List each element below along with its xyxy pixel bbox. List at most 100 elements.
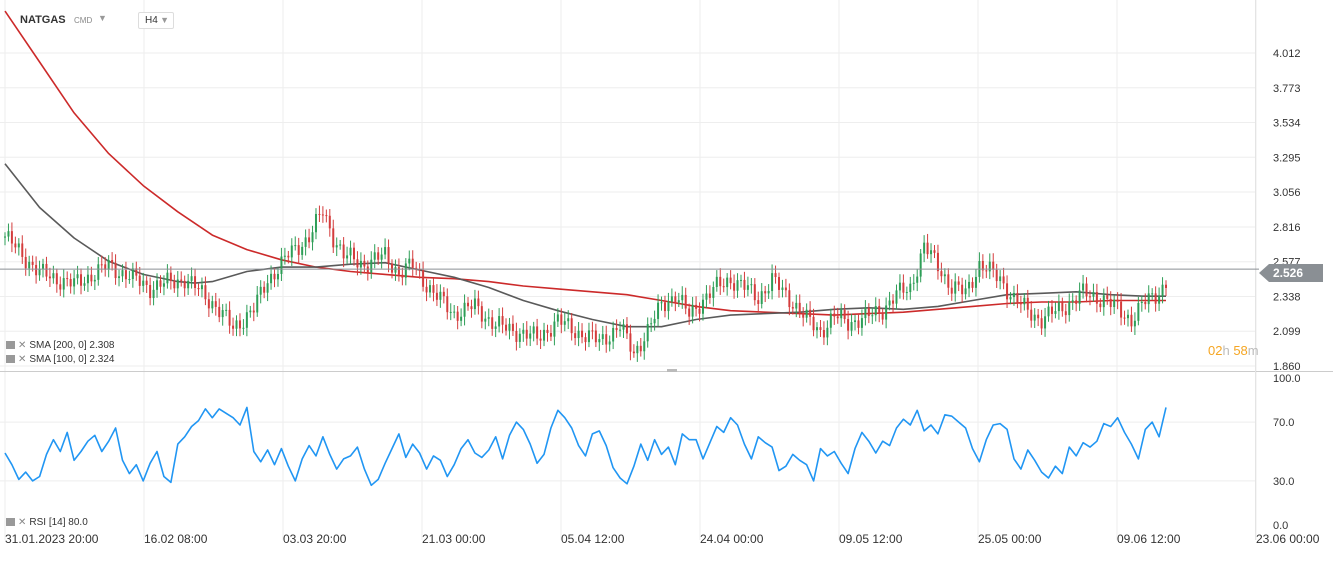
candle-body bbox=[549, 333, 552, 337]
candle-body bbox=[24, 256, 27, 269]
candle-body bbox=[1102, 295, 1105, 308]
candle-body bbox=[670, 296, 673, 302]
candle-body bbox=[221, 310, 224, 318]
candle-body bbox=[86, 274, 89, 284]
candle-body bbox=[1071, 300, 1074, 303]
candle-body bbox=[1130, 314, 1133, 327]
close-icon[interactable]: ✕ bbox=[18, 517, 27, 528]
candle-body bbox=[131, 268, 134, 280]
candle-body bbox=[1026, 297, 1029, 310]
candle-body bbox=[1040, 318, 1043, 329]
candle-body bbox=[819, 327, 822, 330]
candle-body bbox=[408, 258, 411, 264]
pane-resize-handle bbox=[667, 369, 677, 372]
settings-icon[interactable] bbox=[6, 341, 15, 350]
candle-body bbox=[166, 272, 169, 284]
candle-body bbox=[985, 270, 988, 272]
timeframe-select[interactable]: H4 ▼ bbox=[138, 12, 174, 29]
current-price-badge: 2.526 bbox=[1259, 264, 1323, 282]
legend-sma100[interactable]: ✕ SMA [100, 0] 2.324 bbox=[6, 354, 114, 365]
candle-body bbox=[1006, 283, 1009, 300]
rsi-tick-label: 30.0 bbox=[1273, 476, 1294, 488]
candle-body bbox=[1085, 283, 1088, 297]
candle-body bbox=[190, 276, 193, 281]
candle-body bbox=[359, 260, 362, 268]
candle-body bbox=[657, 302, 660, 319]
candle-body bbox=[691, 304, 694, 317]
candle-body bbox=[888, 300, 891, 306]
candle-body bbox=[1037, 314, 1040, 319]
candle-body bbox=[1151, 293, 1154, 295]
candle-body bbox=[42, 263, 45, 269]
candle-body bbox=[256, 294, 259, 313]
candle-body bbox=[48, 276, 51, 279]
close-icon[interactable]: ✕ bbox=[18, 354, 27, 365]
candle-body bbox=[1158, 296, 1161, 304]
candle-body bbox=[1106, 295, 1109, 299]
settings-icon[interactable] bbox=[6, 355, 15, 364]
candle-body bbox=[784, 287, 787, 291]
candle-body bbox=[318, 213, 321, 215]
candle-body bbox=[297, 245, 300, 255]
candle-body bbox=[218, 306, 221, 318]
chevron-down-icon: ▼ bbox=[160, 15, 169, 25]
candle-body bbox=[429, 285, 432, 293]
price-tick-label: 3.295 bbox=[1273, 152, 1301, 164]
settings-icon[interactable] bbox=[6, 518, 15, 527]
candle-body bbox=[840, 309, 843, 319]
countdown-hours: 02 bbox=[1208, 343, 1223, 358]
symbol-dropdown-icon[interactable]: ▼ bbox=[98, 13, 107, 23]
candle-body bbox=[964, 288, 967, 295]
candle-body bbox=[1154, 293, 1157, 304]
candle-body bbox=[273, 273, 276, 280]
candle-body bbox=[17, 243, 20, 248]
candle-body bbox=[1044, 316, 1047, 329]
candle-body bbox=[242, 327, 245, 329]
candle-body bbox=[259, 286, 262, 295]
candle-body bbox=[80, 274, 83, 286]
candle-body bbox=[83, 283, 86, 286]
candle-body bbox=[695, 304, 698, 309]
candle-body bbox=[867, 307, 870, 316]
candle-body bbox=[1068, 302, 1071, 316]
candle-body bbox=[961, 284, 964, 295]
sma200-line bbox=[4, 10, 1166, 316]
candle-body bbox=[290, 245, 293, 258]
legend-rsi[interactable]: ✕ RSI [14] 80.0 bbox=[6, 517, 88, 528]
candle-body bbox=[401, 274, 404, 278]
price-tick-label: 2.816 bbox=[1273, 222, 1301, 234]
candle-body bbox=[940, 271, 943, 277]
candle-body bbox=[646, 324, 649, 342]
candle-body bbox=[581, 330, 584, 338]
candle-body bbox=[152, 289, 155, 299]
candle-body bbox=[135, 268, 138, 276]
candle-body bbox=[771, 273, 774, 292]
candle-body bbox=[677, 300, 680, 303]
candle-body bbox=[847, 319, 850, 331]
candle-body bbox=[612, 327, 615, 342]
candle-body bbox=[138, 275, 141, 286]
symbol-label[interactable]: NATGAS bbox=[20, 14, 66, 26]
candle-body bbox=[698, 308, 701, 314]
candle-body bbox=[270, 273, 273, 284]
candle-body bbox=[712, 286, 715, 298]
close-icon[interactable]: ✕ bbox=[18, 340, 27, 351]
candle-body bbox=[905, 292, 908, 294]
legend-sma200[interactable]: ✕ SMA [200, 0] 2.308 bbox=[6, 340, 114, 351]
candle-body bbox=[384, 247, 387, 255]
price-tick-label: 2.338 bbox=[1273, 291, 1301, 303]
candle-body bbox=[871, 315, 874, 317]
candle-body bbox=[598, 339, 601, 343]
candle-body bbox=[518, 333, 521, 342]
candle-body bbox=[97, 264, 100, 280]
candle-body bbox=[836, 316, 839, 319]
candle-body bbox=[653, 318, 656, 324]
candle-body bbox=[266, 283, 269, 293]
candle-body bbox=[377, 252, 380, 260]
candle-body bbox=[276, 273, 279, 280]
candle-body bbox=[204, 285, 207, 300]
sma100-layer bbox=[4, 163, 1166, 328]
candle-body bbox=[643, 341, 646, 352]
